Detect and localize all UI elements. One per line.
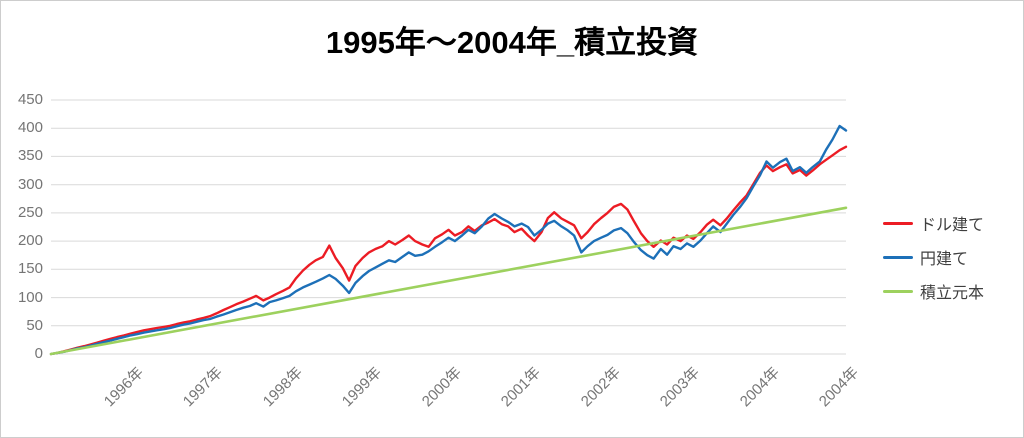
y-tick-label: 300	[17, 176, 43, 193]
y-tick-label: 50	[26, 317, 43, 334]
legend-line-swatch-principal	[883, 289, 913, 293]
y-tick-label: 0	[34, 345, 43, 362]
legend-label: 積立元本	[920, 285, 985, 302]
y-tick-label: 400	[17, 119, 43, 136]
y-tick-label: 250	[17, 204, 43, 221]
y-tick-label: 450	[17, 91, 43, 108]
legend-item-principal: 積立元本	[883, 274, 984, 308]
legend: ドル建て円建て積立元本	[883, 206, 984, 308]
y-tick-label: 350	[17, 147, 43, 164]
y-tick-label: 150	[17, 260, 43, 277]
legend-item-usd: ドル建て	[883, 206, 984, 240]
series-line-principal	[49, 206, 848, 356]
legend-line-swatch-jpy	[883, 255, 913, 259]
series-line-usd	[49, 145, 848, 356]
legend-label: 円建て	[920, 251, 969, 268]
y-tick-label: 100	[17, 289, 43, 306]
legend-item-jpy: 円建て	[883, 240, 984, 274]
series-line-jpy	[49, 124, 848, 356]
chart-title: 1995年～2004年_積立投資	[325, 25, 699, 60]
legend-label: ドル建て	[920, 217, 985, 234]
legend-line-swatch-usd	[883, 221, 913, 225]
y-tick-label: 200	[17, 232, 43, 249]
